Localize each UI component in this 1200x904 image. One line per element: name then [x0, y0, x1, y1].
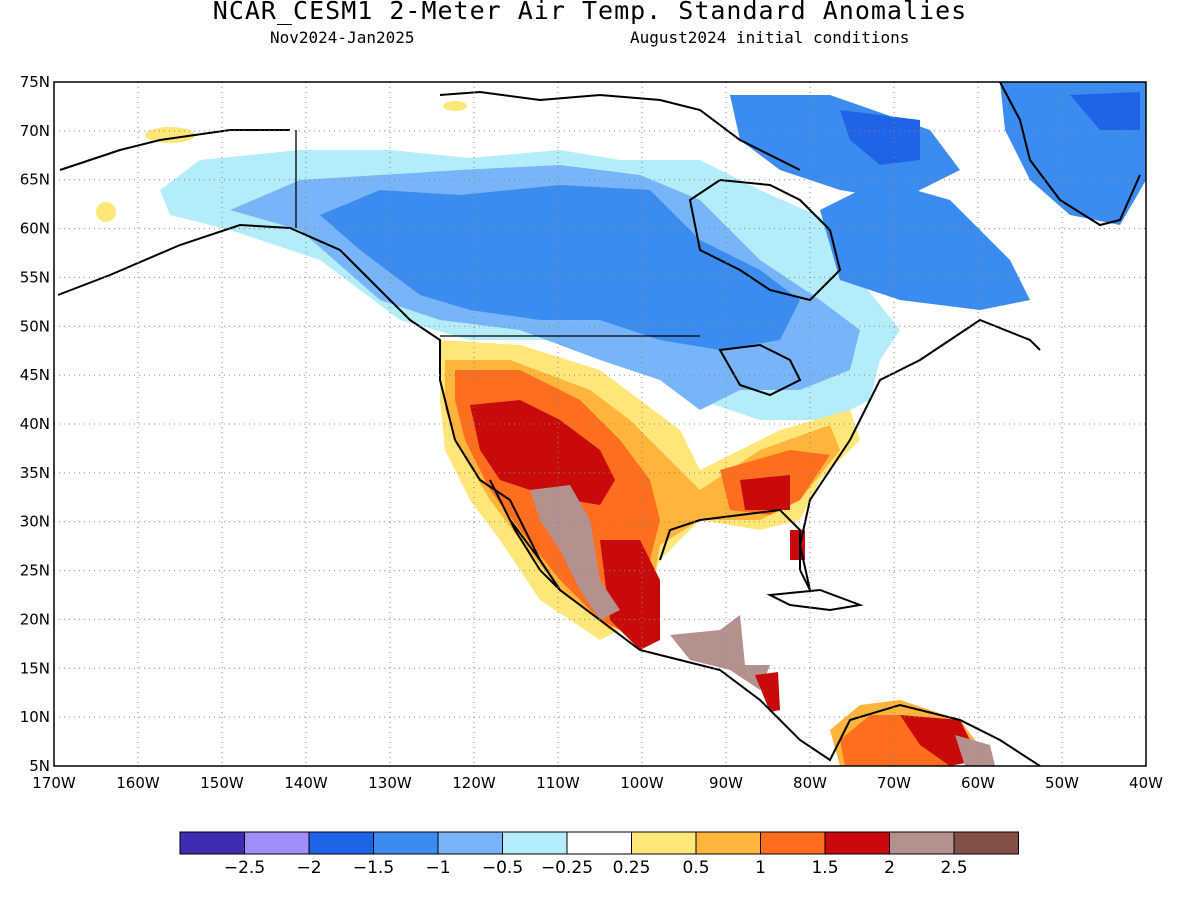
- alaska-warm-patch: [145, 127, 195, 143]
- lon-tick-label: 50W: [1045, 774, 1079, 792]
- lat-tick-label: 35N: [20, 464, 50, 482]
- colorbar-swatch: [889, 831, 955, 855]
- baffin-dark-blue: [840, 110, 920, 165]
- colorbar-label: −2.5: [224, 858, 265, 878]
- lon-tick-label: 70W: [877, 774, 911, 792]
- colorbar-swatch: [437, 831, 503, 855]
- red-region: [470, 400, 615, 505]
- central-america-taupe: [670, 615, 770, 690]
- baja-california: [489, 479, 561, 591]
- lat-tick-label: 5N: [29, 757, 50, 775]
- colorbar-label: 0.25: [613, 858, 651, 878]
- south-america-taupe: [955, 735, 995, 766]
- anomaly-shading: [96, 82, 1146, 766]
- lon-tick-label: 40W: [1129, 774, 1163, 792]
- alaska-west: [59, 129, 290, 171]
- lon-tick-label: 60W: [961, 774, 995, 792]
- colorbar-swatch: [760, 831, 826, 855]
- lat-tick-label: 65N: [20, 171, 50, 189]
- colorbar-label: −0.25: [541, 858, 593, 878]
- lat-tick-label: 70N: [20, 122, 50, 140]
- lon-tick-label: 110W: [536, 774, 580, 792]
- colorbar-labels: −2.5 −2 −1.5 −1 −0.5 −0.25 0.25 0.5 1 1.5 2 2.5: [224, 858, 968, 878]
- colorbar-swatch: [373, 831, 439, 855]
- colorbar-swatch: [631, 831, 697, 855]
- hudson-bay: [688, 178, 842, 302]
- colorbar-label: −1: [425, 858, 450, 878]
- latitude-labels: 75N 70N 65N 60N 55N 50N 45N 40N 35N 30N 25N 20N 15N 1…: [20, 73, 50, 775]
- coastlines: [57, 82, 1141, 766]
- lon-tick-label: 80W: [793, 774, 827, 792]
- southeast-red: [740, 475, 790, 510]
- colorbar-swatch: [566, 831, 632, 855]
- colorbar-swatch: [179, 831, 245, 855]
- lon-tick-label: 120W: [452, 774, 496, 792]
- colorbar-swatch: [953, 831, 1019, 855]
- colorbar-swatch: [244, 831, 310, 855]
- arctic-islands: [439, 90, 801, 171]
- lat-tick-label: 45N: [20, 366, 50, 384]
- colorbar-label: 1.5: [811, 858, 838, 878]
- great-lakes: [718, 343, 802, 397]
- central-america-red: [755, 672, 780, 712]
- map-title: NCAR_CESM1 2-Meter Air Temp. Standard An…: [212, 0, 968, 25]
- colorbar-label: 0.5: [682, 858, 709, 878]
- blue-core-region: [320, 185, 800, 350]
- lat-tick-label: 40N: [20, 415, 50, 433]
- colorbar-swatch: [824, 831, 890, 855]
- colorbar-label: −1.5: [353, 858, 394, 878]
- lon-tick-label: 90W: [709, 774, 743, 792]
- alaska-warm-patch-2: [96, 202, 116, 222]
- colorbar-swatch: [502, 831, 568, 855]
- longitude-labels: 170W 160W 150W 140W 130W 120W 110W 100W 90W 80W 70…: [32, 774, 1163, 792]
- colorbar-swatch: [308, 831, 374, 855]
- initial-conditions: August2024 initial conditions: [630, 28, 910, 47]
- lon-tick-label: 160W: [116, 774, 160, 792]
- lon-tick-label: 170W: [32, 774, 76, 792]
- lat-tick-label: 30N: [20, 513, 50, 531]
- lat-tick-label: 55N: [20, 268, 50, 286]
- lat-tick-label: 50N: [20, 317, 50, 335]
- lon-tick-label: 130W: [368, 774, 412, 792]
- colorbar-label: 2.5: [940, 858, 967, 878]
- lon-tick-label: 150W: [200, 774, 244, 792]
- lat-tick-label: 20N: [20, 610, 50, 628]
- arctic-warm-patch: [443, 101, 467, 111]
- colorbar-swatch: [695, 831, 761, 855]
- colorbar-label: −2: [296, 858, 321, 878]
- colorbar-label: −0.5: [482, 858, 523, 878]
- south-america-red: [900, 715, 980, 766]
- lat-tick-label: 10N: [20, 708, 50, 726]
- lon-tick-label: 140W: [284, 774, 328, 792]
- taupe-region: [530, 485, 620, 620]
- graticule: [54, 82, 1146, 766]
- lon-tick-label: 100W: [620, 774, 664, 792]
- map-frame: [53, 81, 1147, 767]
- lat-tick-label: 25N: [20, 562, 50, 580]
- colorbar: [179, 831, 1019, 855]
- lat-tick-label: 15N: [20, 659, 50, 677]
- lat-tick-label: 60N: [20, 220, 50, 238]
- colorbar-label: 1: [755, 858, 766, 878]
- gulf-coastline: [659, 318, 1041, 591]
- caribbean-cuba: [766, 588, 864, 612]
- mexico-red: [600, 540, 660, 650]
- forecast-period: Nov2024-Jan2025: [270, 28, 415, 47]
- greenland-dark-blue: [1070, 92, 1140, 130]
- colorbar-label: 2: [884, 858, 895, 878]
- lat-tick-label: 75N: [20, 73, 50, 91]
- greenland-coast: [999, 82, 1141, 227]
